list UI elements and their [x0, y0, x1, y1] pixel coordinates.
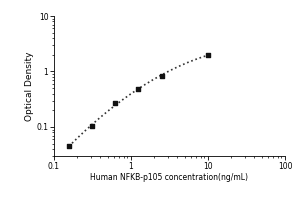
Point — [206, 53, 210, 56]
Point — [113, 101, 118, 105]
Point — [90, 124, 94, 127]
Point — [136, 87, 141, 90]
Y-axis label: Optical Density: Optical Density — [25, 51, 34, 121]
Point — [67, 145, 71, 148]
Point — [159, 75, 164, 78]
X-axis label: Human NFKB-p105 concentration(ng/mL): Human NFKB-p105 concentration(ng/mL) — [91, 173, 248, 182]
